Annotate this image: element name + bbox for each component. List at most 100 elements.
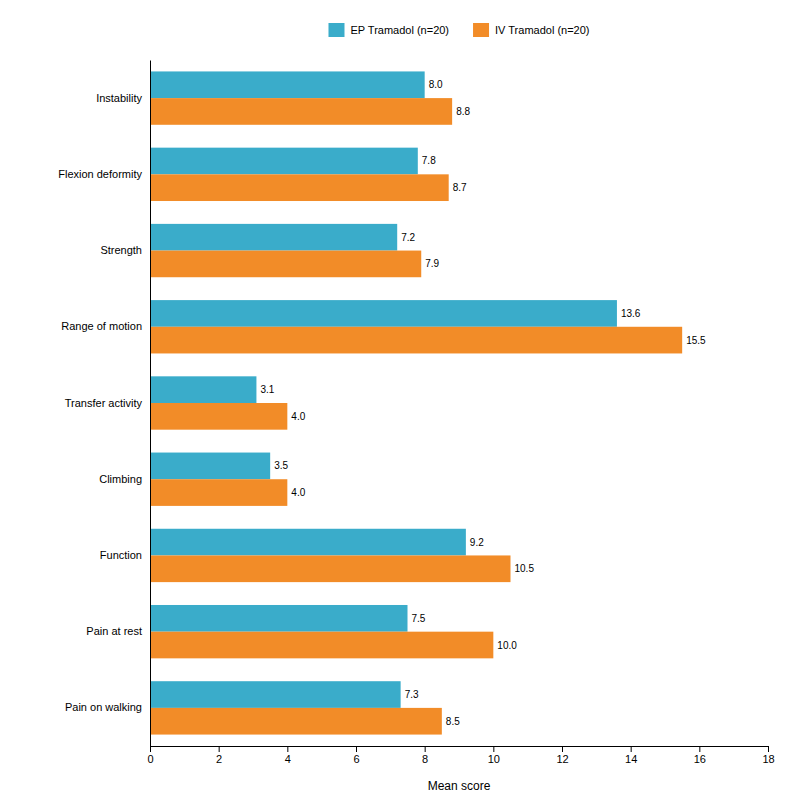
data-label: 3.1 xyxy=(260,384,274,395)
data-labels: 7.3 7.5 9.2 3.5 3.1 13.6 7.2 7.8 8.0 8.5 10.0 10.5 4… xyxy=(260,79,706,726)
bar xyxy=(150,251,421,278)
x-tick-mark xyxy=(699,746,700,752)
x-tick: 12 xyxy=(556,746,568,765)
y-tick-label: Range of motion xyxy=(61,320,142,332)
data-label: 7.3 xyxy=(405,689,419,700)
x-tick-label: 4 xyxy=(285,753,291,765)
bar xyxy=(150,555,511,582)
data-label: 7.8 xyxy=(422,155,436,166)
bar-series xyxy=(150,98,682,734)
y-tick: Function xyxy=(100,549,142,561)
data-label: 8.7 xyxy=(453,182,467,193)
plot-area: 0 2 4 6 8 10 12 14 16 18 Pain on walking Pain at re… xyxy=(58,61,774,765)
data-label: 7.9 xyxy=(425,258,439,269)
data-label: 15.5 xyxy=(686,335,706,346)
data-label: 7.5 xyxy=(412,613,426,624)
data-label: 3.5 xyxy=(274,460,288,471)
x-axis-title: Mean score xyxy=(428,779,491,793)
y-tick: Pain on walking xyxy=(65,701,142,713)
data-label: 8.5 xyxy=(446,716,460,727)
x-tick-label: 6 xyxy=(353,753,359,765)
y-tick: Pain at rest xyxy=(86,625,142,637)
x-tick: 6 xyxy=(353,746,359,765)
data-label: 13.6 xyxy=(621,308,641,319)
legend-swatch xyxy=(473,23,489,37)
x-tick-mark xyxy=(150,746,151,752)
legend-item: IV Tramadol (n=20) xyxy=(473,23,589,37)
bar xyxy=(150,403,287,430)
y-tick-label: Flexion deformity xyxy=(58,168,142,180)
y-tick: Climbing xyxy=(99,473,142,485)
bar xyxy=(150,327,682,354)
x-tick-mark xyxy=(562,746,563,752)
bar xyxy=(150,174,449,201)
data-label: 10.5 xyxy=(515,563,535,574)
x-tick: 8 xyxy=(422,746,428,765)
x-tick: 0 xyxy=(147,746,153,765)
data-label: 7.2 xyxy=(401,232,415,243)
data-label: 10.0 xyxy=(497,640,517,651)
x-tick-mark xyxy=(356,746,357,752)
data-label: 4.0 xyxy=(291,487,305,498)
bar xyxy=(150,681,401,708)
bar xyxy=(150,479,287,506)
y-tick: Transfer activity xyxy=(65,397,143,409)
legend: EP Tramadol (n=20) IV Tramadol (n=20) xyxy=(328,23,589,37)
legend-label: IV Tramadol (n=20) xyxy=(495,24,589,36)
x-tick-mark xyxy=(425,746,426,752)
x-tick-mark xyxy=(287,746,288,752)
x-tick: 16 xyxy=(694,746,706,765)
y-tick-label: Climbing xyxy=(99,473,142,485)
bar xyxy=(150,148,418,175)
y-tick-label: Transfer activity xyxy=(65,397,143,409)
x-tick-label: 10 xyxy=(488,753,500,765)
x-tick-label: 14 xyxy=(625,753,637,765)
x-tick-label: 8 xyxy=(422,753,428,765)
x-tick: 2 xyxy=(216,746,222,765)
y-tick: Flexion deformity xyxy=(58,168,142,180)
x-tick: 10 xyxy=(488,746,500,765)
x-tick-label: 2 xyxy=(216,753,222,765)
bar-series xyxy=(150,71,617,707)
y-axis-line xyxy=(150,61,151,747)
chart-svg: 0 2 4 6 8 10 12 14 16 18 Pain on walking Pain at re… xyxy=(0,0,808,806)
legend-swatch xyxy=(328,23,344,37)
bar xyxy=(150,605,408,632)
bar xyxy=(150,71,425,98)
y-axis: Pain on walking Pain at rest Function Climb… xyxy=(58,61,150,747)
data-label: 9.2 xyxy=(470,537,484,548)
chart-container: 0 2 4 6 8 10 12 14 16 18 Pain on walking Pain at re… xyxy=(0,0,808,806)
x-tick: 14 xyxy=(625,746,637,765)
y-tick-label: Instability xyxy=(96,92,142,104)
bar xyxy=(150,632,493,659)
bar xyxy=(150,98,452,125)
bars xyxy=(150,71,682,734)
data-label: 4.0 xyxy=(291,411,305,422)
bar xyxy=(150,300,617,327)
bar xyxy=(150,708,442,735)
data-label: 8.0 xyxy=(429,79,443,90)
x-tick-mark xyxy=(219,746,220,752)
y-tick-label: Pain at rest xyxy=(86,625,142,637)
y-tick: Range of motion xyxy=(61,320,142,332)
y-tick: Instability xyxy=(96,92,142,104)
legend-label: EP Tramadol (n=20) xyxy=(350,24,449,36)
y-tick: Strength xyxy=(100,244,142,256)
x-axis-line xyxy=(151,747,769,753)
x-tick-label: 0 xyxy=(147,753,153,765)
y-tick-label: Pain on walking xyxy=(65,701,142,713)
bar xyxy=(150,529,466,556)
x-tick-label: 16 xyxy=(694,753,706,765)
bar xyxy=(150,453,270,480)
x-tick-mark xyxy=(631,746,632,752)
y-tick-label: Function xyxy=(100,549,142,561)
bar xyxy=(150,376,256,403)
x-tick-label: 18 xyxy=(762,753,774,765)
bar xyxy=(150,224,397,251)
y-tick-label: Strength xyxy=(100,244,142,256)
x-tick: 4 xyxy=(285,746,291,765)
x-axis: 0 2 4 6 8 10 12 14 16 18 xyxy=(147,746,774,765)
x-tick-mark xyxy=(493,746,494,752)
x-tick-label: 12 xyxy=(556,753,568,765)
legend-item: EP Tramadol (n=20) xyxy=(328,23,449,37)
